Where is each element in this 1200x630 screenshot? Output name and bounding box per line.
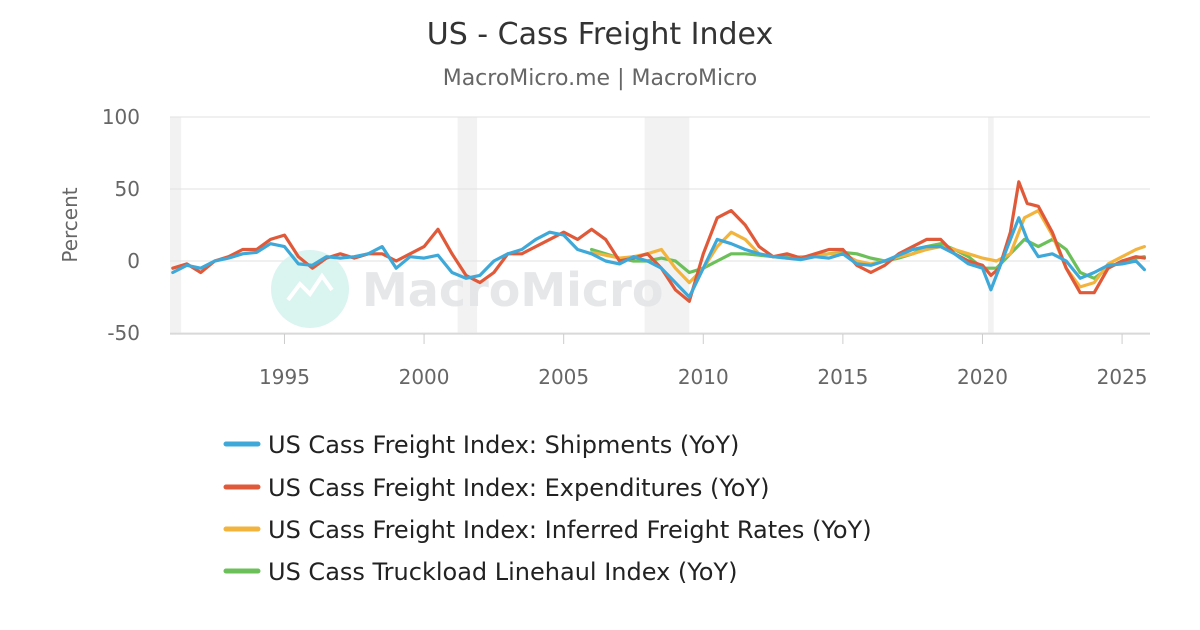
watermark-chart-icon [286,272,334,302]
legend-label: US Cass Freight Index: Expenditures (YoY… [268,474,770,502]
watermark-logo [271,250,349,328]
legend-item-1[interactable]: US Cass Freight Index: Expenditures (YoY… [223,474,770,502]
series-line-0 [171,216,1147,299]
legend-item-3[interactable]: US Cass Truckload Linehaul Index (YoY) [223,558,737,586]
axes: 100 50 0 -50 1995 2000 2005 2010 2015 2020 2025 [102,105,1150,389]
recession-bands [170,117,994,333]
x-tick-label: 1995 [259,365,310,389]
x-tick-label: 2000 [399,365,450,389]
recession-band-3 [988,117,994,333]
legend: US Cass Freight Index: Shipments (YoY) US… [223,431,872,586]
chart-subtitle: MacroMicro.me | MacroMicro [443,66,758,91]
legend-item-2[interactable]: US Cass Freight Index: Inferred Freight … [223,516,872,544]
x-tick-label: 2015 [817,365,868,389]
y-tick-label: 0 [127,249,140,273]
legend-label: US Cass Freight Index: Shipments (YoY) [268,431,739,459]
watermark-text: MacroMicro [362,263,663,317]
y-tick-label: -50 [107,321,140,345]
series-lines [171,180,1147,303]
gridlines [170,116,1150,334]
chart-title: US - Cass Freight Index [427,17,774,52]
x-tick-label: 2010 [678,365,729,389]
watermark: MacroMicro [271,250,663,328]
x-tick-label: 2020 [957,365,1008,389]
y-tick-label: 50 [115,177,140,201]
recession-band-0 [170,117,182,333]
legend-item-0[interactable]: US Cass Freight Index: Shipments (YoY) [223,431,739,459]
legend-label: US Cass Freight Index: Inferred Freight … [268,516,872,544]
x-tick-label: 2005 [538,365,589,389]
legend-label: US Cass Truckload Linehaul Index (YoY) [268,558,737,586]
y-axis-title: Percent [58,187,82,262]
y-tick-label: 100 [102,105,140,129]
x-tick-label: 2025 [1097,365,1148,389]
